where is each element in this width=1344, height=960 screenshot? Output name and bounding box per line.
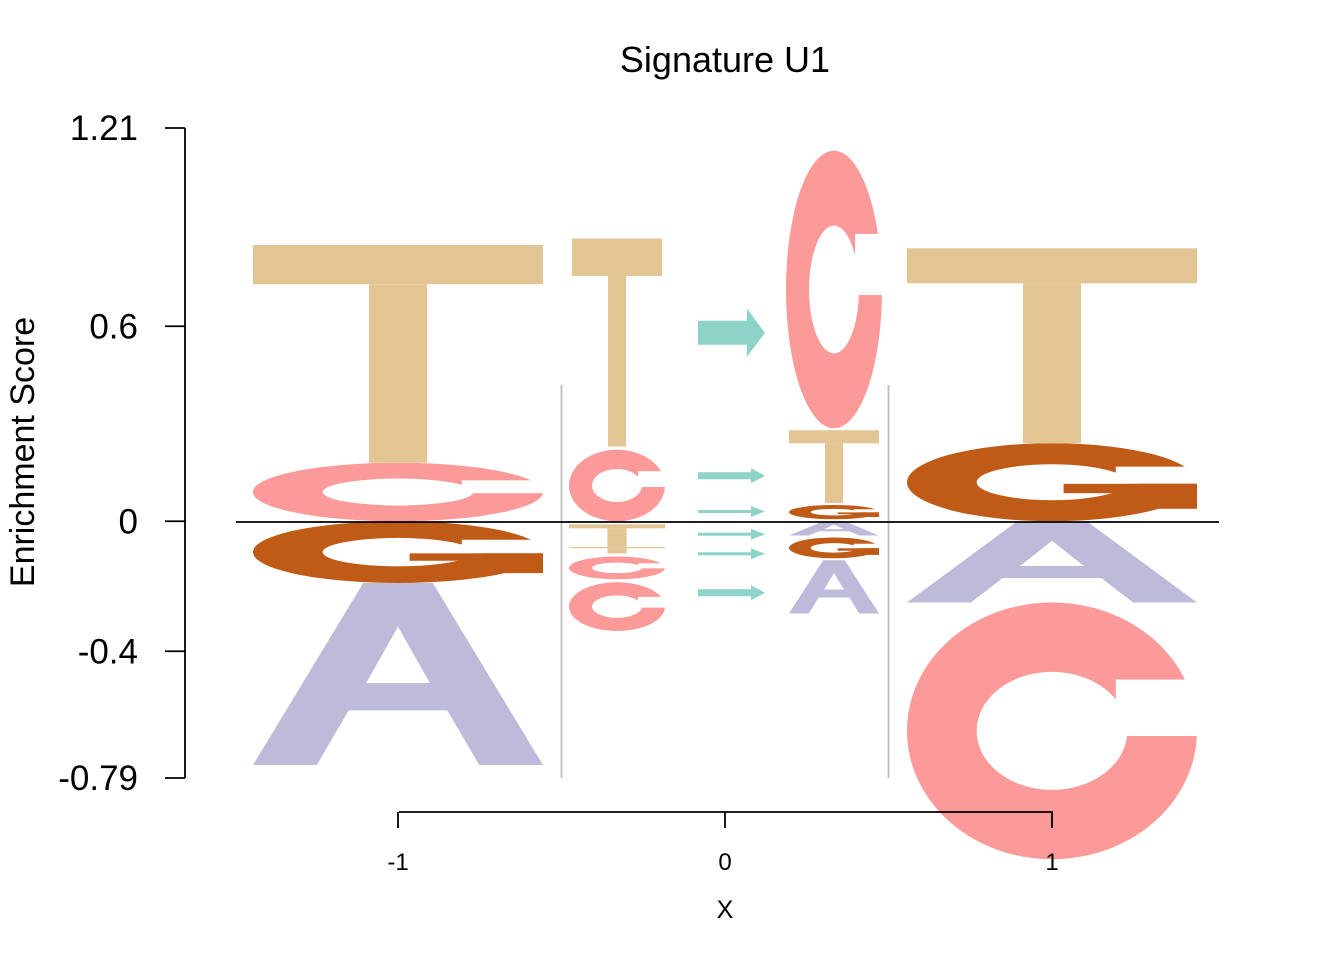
pos2-up-letter-g-0 xyxy=(907,443,1203,522)
pos2-down-letter-c-1 xyxy=(907,602,1203,860)
pos1-from-letter-t-2 xyxy=(569,547,665,554)
y-tick-label: 1.21 xyxy=(70,109,138,148)
y-tick-label: -0.79 xyxy=(58,759,138,798)
pos0-up-letter-c-0 xyxy=(253,462,549,522)
pos1-to-down-letter-a-2 xyxy=(789,560,879,614)
mutation-arrow-0 xyxy=(698,308,765,357)
mutation-arrow-1 xyxy=(698,468,765,484)
mutation-arrow-5 xyxy=(698,585,765,601)
y-axis-ticks: 1.21 0.6 0 -0.4 -0.79 xyxy=(58,109,185,798)
pos1-to-up-letter-c-2 xyxy=(786,150,884,429)
pos1-from-letter-c-0 xyxy=(569,449,667,522)
pos0-down-letter-a-1 xyxy=(253,583,543,765)
position-1 xyxy=(569,150,884,631)
x-axis-ticks: -1 0 1 xyxy=(387,812,1059,876)
x-tick-label: 0 xyxy=(718,849,731,876)
position-0 xyxy=(253,245,549,765)
pos1-to-down-letter-g-1 xyxy=(789,537,881,559)
x-tick-label: -1 xyxy=(387,849,408,876)
mutation-arrow-2 xyxy=(698,506,765,517)
mutation-arrow-3 xyxy=(698,528,765,540)
pos1-to-up-letter-g-0 xyxy=(789,505,881,520)
x-tick-label: 1 xyxy=(1045,849,1058,876)
pos1-from-letter-c-3 xyxy=(569,556,667,580)
pos1-to-down-letter-a-0 xyxy=(789,521,879,536)
y-tick-label: -0.4 xyxy=(78,632,138,671)
mutation-arrow-4 xyxy=(698,548,765,560)
pos2-down-letter-a-0 xyxy=(907,521,1197,603)
logo-layer xyxy=(253,150,1203,860)
pos1-from-letter-t-1 xyxy=(569,524,665,547)
position-2 xyxy=(907,248,1203,860)
chart-title: Signature U1 xyxy=(620,39,830,80)
y-tick-label: 0 xyxy=(119,502,138,541)
x-axis-label: X xyxy=(717,896,734,924)
y-axis-label: Enrichment Score xyxy=(4,317,42,587)
pos0-up-letter-t-1 xyxy=(253,245,543,463)
pos1-to-up-letter-t-1 xyxy=(789,430,879,503)
y-tick-label: 0.6 xyxy=(89,307,138,346)
pos1-from-letter-c-4 xyxy=(569,582,667,631)
pos1-from-letter-t-top xyxy=(572,238,662,447)
pos0-down-letter-g-0 xyxy=(253,521,549,583)
pos2-up-letter-t-1 xyxy=(907,248,1197,444)
